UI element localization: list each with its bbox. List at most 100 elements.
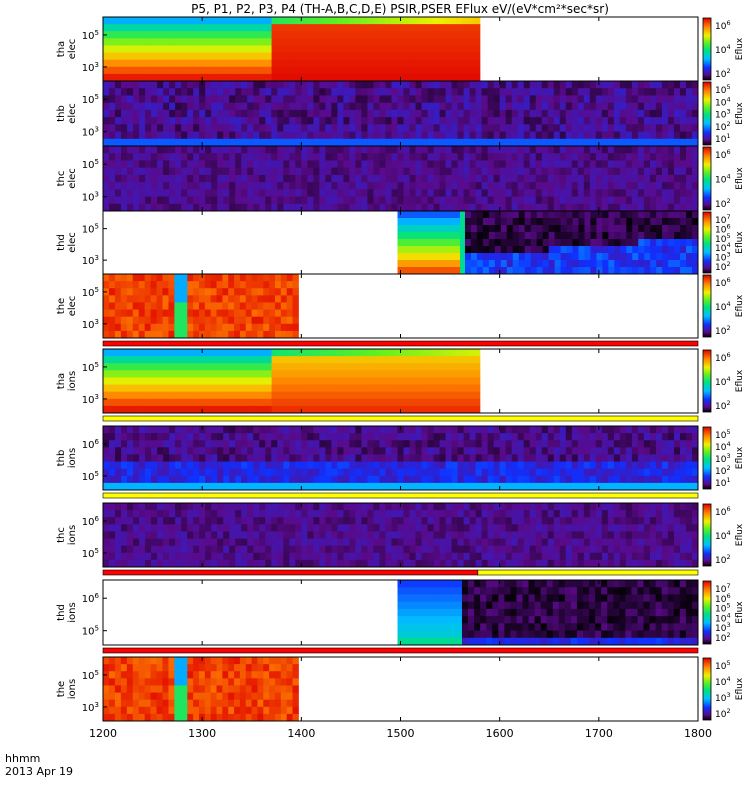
heatmap-cell: [301, 377, 308, 386]
heatmap-cell: [337, 88, 344, 96]
heatmap-cell: [103, 109, 110, 118]
heatmap-cell: [325, 356, 332, 364]
heatmap-cell: [133, 559, 140, 568]
heatmap-cell: [175, 167, 182, 176]
heatmap-cell: [211, 531, 218, 540]
heatmap-cell: [416, 260, 424, 268]
heatmap-cell: [205, 440, 212, 448]
heatmap-cell: [313, 433, 320, 441]
heatmap-cell: [366, 377, 374, 386]
heatmap-cell: [403, 189, 411, 198]
heatmap-cell: [523, 88, 531, 96]
heatmap-cell: [217, 552, 224, 561]
heatmap-cell: [553, 475, 561, 484]
heatmap-cell: [668, 246, 675, 254]
heatmap-cell: [631, 196, 639, 205]
heatmap-cell: [175, 174, 182, 183]
heatmap-cell: [354, 24, 362, 32]
heatmap-cell: [223, 482, 230, 491]
heatmap-cell: [168, 281, 175, 289]
heatmap-cell: [469, 196, 477, 205]
heatmap-cell: [325, 426, 332, 434]
heatmap-cell: [619, 81, 627, 89]
heatmap-cell: [679, 475, 687, 484]
heatmap-cell: [467, 370, 475, 378]
heatmap-cell: [403, 253, 411, 261]
heatmap-cell: [656, 260, 663, 268]
heatmap-cell: [283, 196, 290, 205]
heatmap-cell: [644, 211, 651, 219]
heatmap-cell: [565, 196, 573, 205]
heatmap-cell: [619, 160, 627, 169]
heatmap-cell: [187, 330, 194, 339]
heatmap-cell: [589, 153, 597, 161]
heatmap-cell: [461, 363, 469, 371]
heatmap-cell: [355, 81, 362, 89]
heatmap-cell: [181, 363, 188, 371]
heatmap-cell: [619, 475, 627, 484]
heatmap-cell: [559, 454, 567, 463]
heatmap-cell: [403, 88, 411, 96]
heatmap-cell: [577, 461, 585, 470]
heatmap-cell: [295, 475, 302, 484]
heatmap-cell: [223, 131, 230, 140]
heatmap-cell: [410, 253, 417, 261]
heatmap-cell: [415, 81, 423, 89]
heatmap-cell: [355, 102, 362, 111]
heatmap-cell: [217, 391, 224, 400]
heatmap-cell: [614, 218, 621, 226]
heatmap-cell: [554, 225, 562, 233]
heatmap-cell: [348, 398, 356, 407]
heatmap-cell: [631, 182, 639, 190]
heatmap-cell: [217, 461, 224, 470]
heatmap-cell: [313, 482, 320, 491]
heatmap-cell: [349, 482, 356, 491]
heatmap-cell: [470, 211, 478, 219]
heatmap-cell: [354, 356, 362, 364]
heatmap-cell: [601, 433, 609, 441]
heatmap-cell: [331, 88, 338, 96]
heatmap-cell: [175, 59, 182, 68]
heatmap-cell: [685, 475, 693, 484]
heatmap-cell: [625, 189, 633, 198]
heatmap-cell: [271, 160, 278, 169]
heatmap-cell: [286, 302, 294, 311]
heatmap-cell: [535, 174, 543, 183]
heatmap-cell: [487, 131, 495, 140]
heatmap-cell: [668, 211, 675, 219]
heatmap-cell: [138, 323, 146, 332]
heatmap-cell: [133, 131, 140, 140]
heatmap-cell: [643, 433, 651, 441]
heatmap-cell: [199, 468, 206, 477]
heatmap-cell: [247, 538, 254, 547]
heatmap-cell: [511, 146, 519, 154]
heatmap-cell: [499, 189, 507, 198]
heatmap-cell: [145, 475, 152, 484]
heatmap-cell: [415, 102, 423, 111]
heatmap-cell: [361, 167, 368, 176]
heatmap-cell: [385, 189, 392, 198]
heatmap-cell: [649, 131, 657, 140]
heatmap-cell: [187, 81, 194, 89]
heatmap-cell: [337, 131, 344, 140]
heatmap-cell: [205, 81, 212, 89]
heatmap-cell: [157, 117, 164, 125]
heatmap-cell: [277, 24, 284, 32]
heatmap-cell: [402, 377, 409, 386]
heatmap-cell: [451, 182, 459, 190]
heatmap-cell: [444, 405, 451, 414]
heatmap-cell: [199, 131, 206, 140]
heatmap-cell: [415, 454, 423, 463]
heatmap-cell: [433, 81, 441, 89]
heatmap-cell: [410, 239, 417, 247]
heatmap-cell: [235, 356, 242, 364]
heatmap-cell: [199, 552, 206, 561]
heatmap-cell: [372, 370, 380, 378]
heatmap-cell: [481, 117, 489, 125]
heatmap-cell: [151, 45, 158, 54]
heatmap-cell: [372, 405, 380, 414]
heatmap-cell: [372, 52, 380, 61]
heatmap-cell: [643, 81, 651, 89]
heatmap-cell: [396, 31, 403, 39]
heatmap-cell: [589, 426, 597, 434]
